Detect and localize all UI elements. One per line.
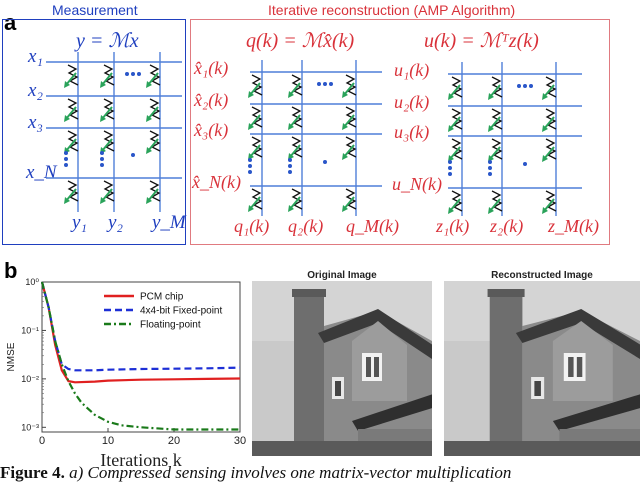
meas-row-label: x₁	[28, 46, 44, 67]
memristor-cell	[100, 180, 115, 204]
memristor-cell	[100, 64, 115, 88]
memristor-cell	[248, 74, 263, 98]
memristor-cell	[248, 188, 263, 212]
recon-right-col-label: z₁(k)	[436, 216, 470, 236]
meas-col-label: y₂	[108, 212, 124, 233]
memristor-cell	[488, 76, 503, 100]
reconstruction-left-crossbar	[248, 60, 382, 216]
memristor-cell	[542, 138, 557, 162]
measurement-title: Measurement	[52, 2, 138, 18]
left-equation: q(k) = ℳx̂(k)	[246, 30, 355, 52]
plot-frame	[41, 281, 241, 433]
memristor-cell	[488, 108, 503, 132]
memristor-cell	[542, 108, 557, 132]
memristor-cell	[342, 74, 357, 98]
measurement-equation: y = ℳx	[76, 30, 139, 52]
memristor-cell	[342, 188, 357, 212]
y-tick-label: 10⁻¹	[21, 325, 39, 335]
x-tick-label: 0	[39, 435, 45, 447]
original-image	[252, 281, 432, 456]
figure-caption: Figure 4. a) Compressed sensing involves…	[0, 463, 511, 483]
measurement-box	[2, 19, 186, 245]
memristor-cell	[146, 180, 161, 204]
recon-left-col-label: q₁(k)	[234, 216, 270, 236]
recon-right-row-label: u₃(k)	[394, 122, 430, 142]
y-tick-label: 10⁻²	[21, 374, 39, 384]
reconstructed-image	[444, 281, 640, 456]
measurement-crossbar	[46, 52, 182, 212]
x-tick-label: 10	[102, 435, 114, 447]
y-axis-label: NMSE	[6, 342, 17, 371]
crossbar-diagrams	[46, 52, 582, 216]
memristor-cell	[288, 74, 303, 98]
series-line	[40, 281, 240, 431]
recon-right-row-label: u_N(k)	[392, 174, 442, 194]
memristor-cell	[448, 108, 463, 132]
legend-label: Floating-point	[140, 320, 201, 331]
memristor-cell	[64, 180, 79, 204]
ellipsis-dots	[448, 84, 533, 176]
memristor-cell	[288, 188, 303, 212]
memristor-cell	[100, 130, 115, 154]
memristor-cell	[288, 106, 303, 130]
recon-left-col-label: q₂(k)	[288, 216, 324, 236]
memristor-cell	[542, 76, 557, 100]
meas-col-label: y_M	[152, 212, 186, 233]
caption-prefix: Figure 4.	[0, 463, 65, 482]
chart-legend: PCM chip 4x4-bit Fixed-point Floating-poin…	[104, 292, 222, 331]
recon-left-row-label: x̂₂(k)	[194, 90, 229, 110]
memristor-cell	[448, 190, 463, 214]
memristor-cell	[488, 190, 503, 214]
recon-left-row-label: x̂₁(k)	[194, 58, 229, 78]
memristor-cell	[288, 136, 303, 160]
memristor-cell	[248, 136, 263, 160]
reconstructed-image-title: Reconstructed Image	[491, 270, 593, 281]
recon-right-col-label: z_M(k)	[548, 216, 599, 236]
nmse-chart: 10⁰ 10⁻¹ 10⁻² 10⁻³0 10 20 30 NMSE Iterations k PC…	[6, 277, 246, 470]
y-tick-label: 10⁻³	[21, 422, 39, 432]
x-tick-label: 20	[168, 435, 180, 447]
memristor-cell	[100, 98, 115, 122]
y-tick-label: 10⁰	[25, 277, 39, 287]
caption-text: a) Compressed sensing involves one matri…	[64, 463, 512, 482]
memristor-cell	[448, 138, 463, 162]
recon-right-row-label: u₁(k)	[394, 60, 430, 80]
memristor-cell	[488, 138, 503, 162]
legend-label: 4x4-bit Fixed-point	[140, 306, 222, 317]
recon-right-col-label: z₂(k)	[490, 216, 524, 236]
reconstruction-right-crossbar	[448, 62, 582, 216]
memristor-cell	[342, 106, 357, 130]
meas-row-label: x₂	[28, 80, 44, 101]
reconstruction-box	[190, 19, 610, 245]
recon-left-col-label: q_M(k)	[346, 216, 399, 236]
memristor-cell	[342, 136, 357, 160]
memristor-cell	[146, 130, 161, 154]
meas-col-label: y₁	[72, 212, 88, 233]
panel-b-label: b	[4, 258, 18, 283]
memristor-cell	[64, 130, 79, 154]
memristor-cell	[448, 76, 463, 100]
memristor-cell	[64, 64, 79, 88]
memristor-cell	[64, 98, 79, 122]
recon-left-row-label: x̂_N(k)	[192, 172, 241, 192]
recon-right-row-label: u₂(k)	[394, 92, 430, 112]
ellipsis-dots	[248, 82, 333, 174]
x-axis-label: Iterations k	[100, 450, 181, 470]
memristor-cell	[146, 98, 161, 122]
memristor-cell	[542, 190, 557, 214]
right-equation: u(k) = ℳᵀz(k)	[424, 30, 539, 52]
series-line	[40, 281, 241, 372]
memristor-cell	[146, 64, 161, 88]
ellipsis-dots	[64, 72, 141, 167]
panel-a-label: a	[4, 10, 17, 35]
memristor-cell	[248, 106, 263, 130]
reconstruction-title: Iterative reconstruction (AMP Algorithm)	[268, 2, 516, 18]
x-tick-label: 30	[234, 435, 246, 447]
meas-row-label: x₃	[28, 112, 44, 133]
original-image-title: Original Image	[307, 270, 377, 281]
recon-left-row-label: x̂₃(k)	[194, 120, 229, 140]
legend-label: PCM chip	[140, 292, 184, 303]
